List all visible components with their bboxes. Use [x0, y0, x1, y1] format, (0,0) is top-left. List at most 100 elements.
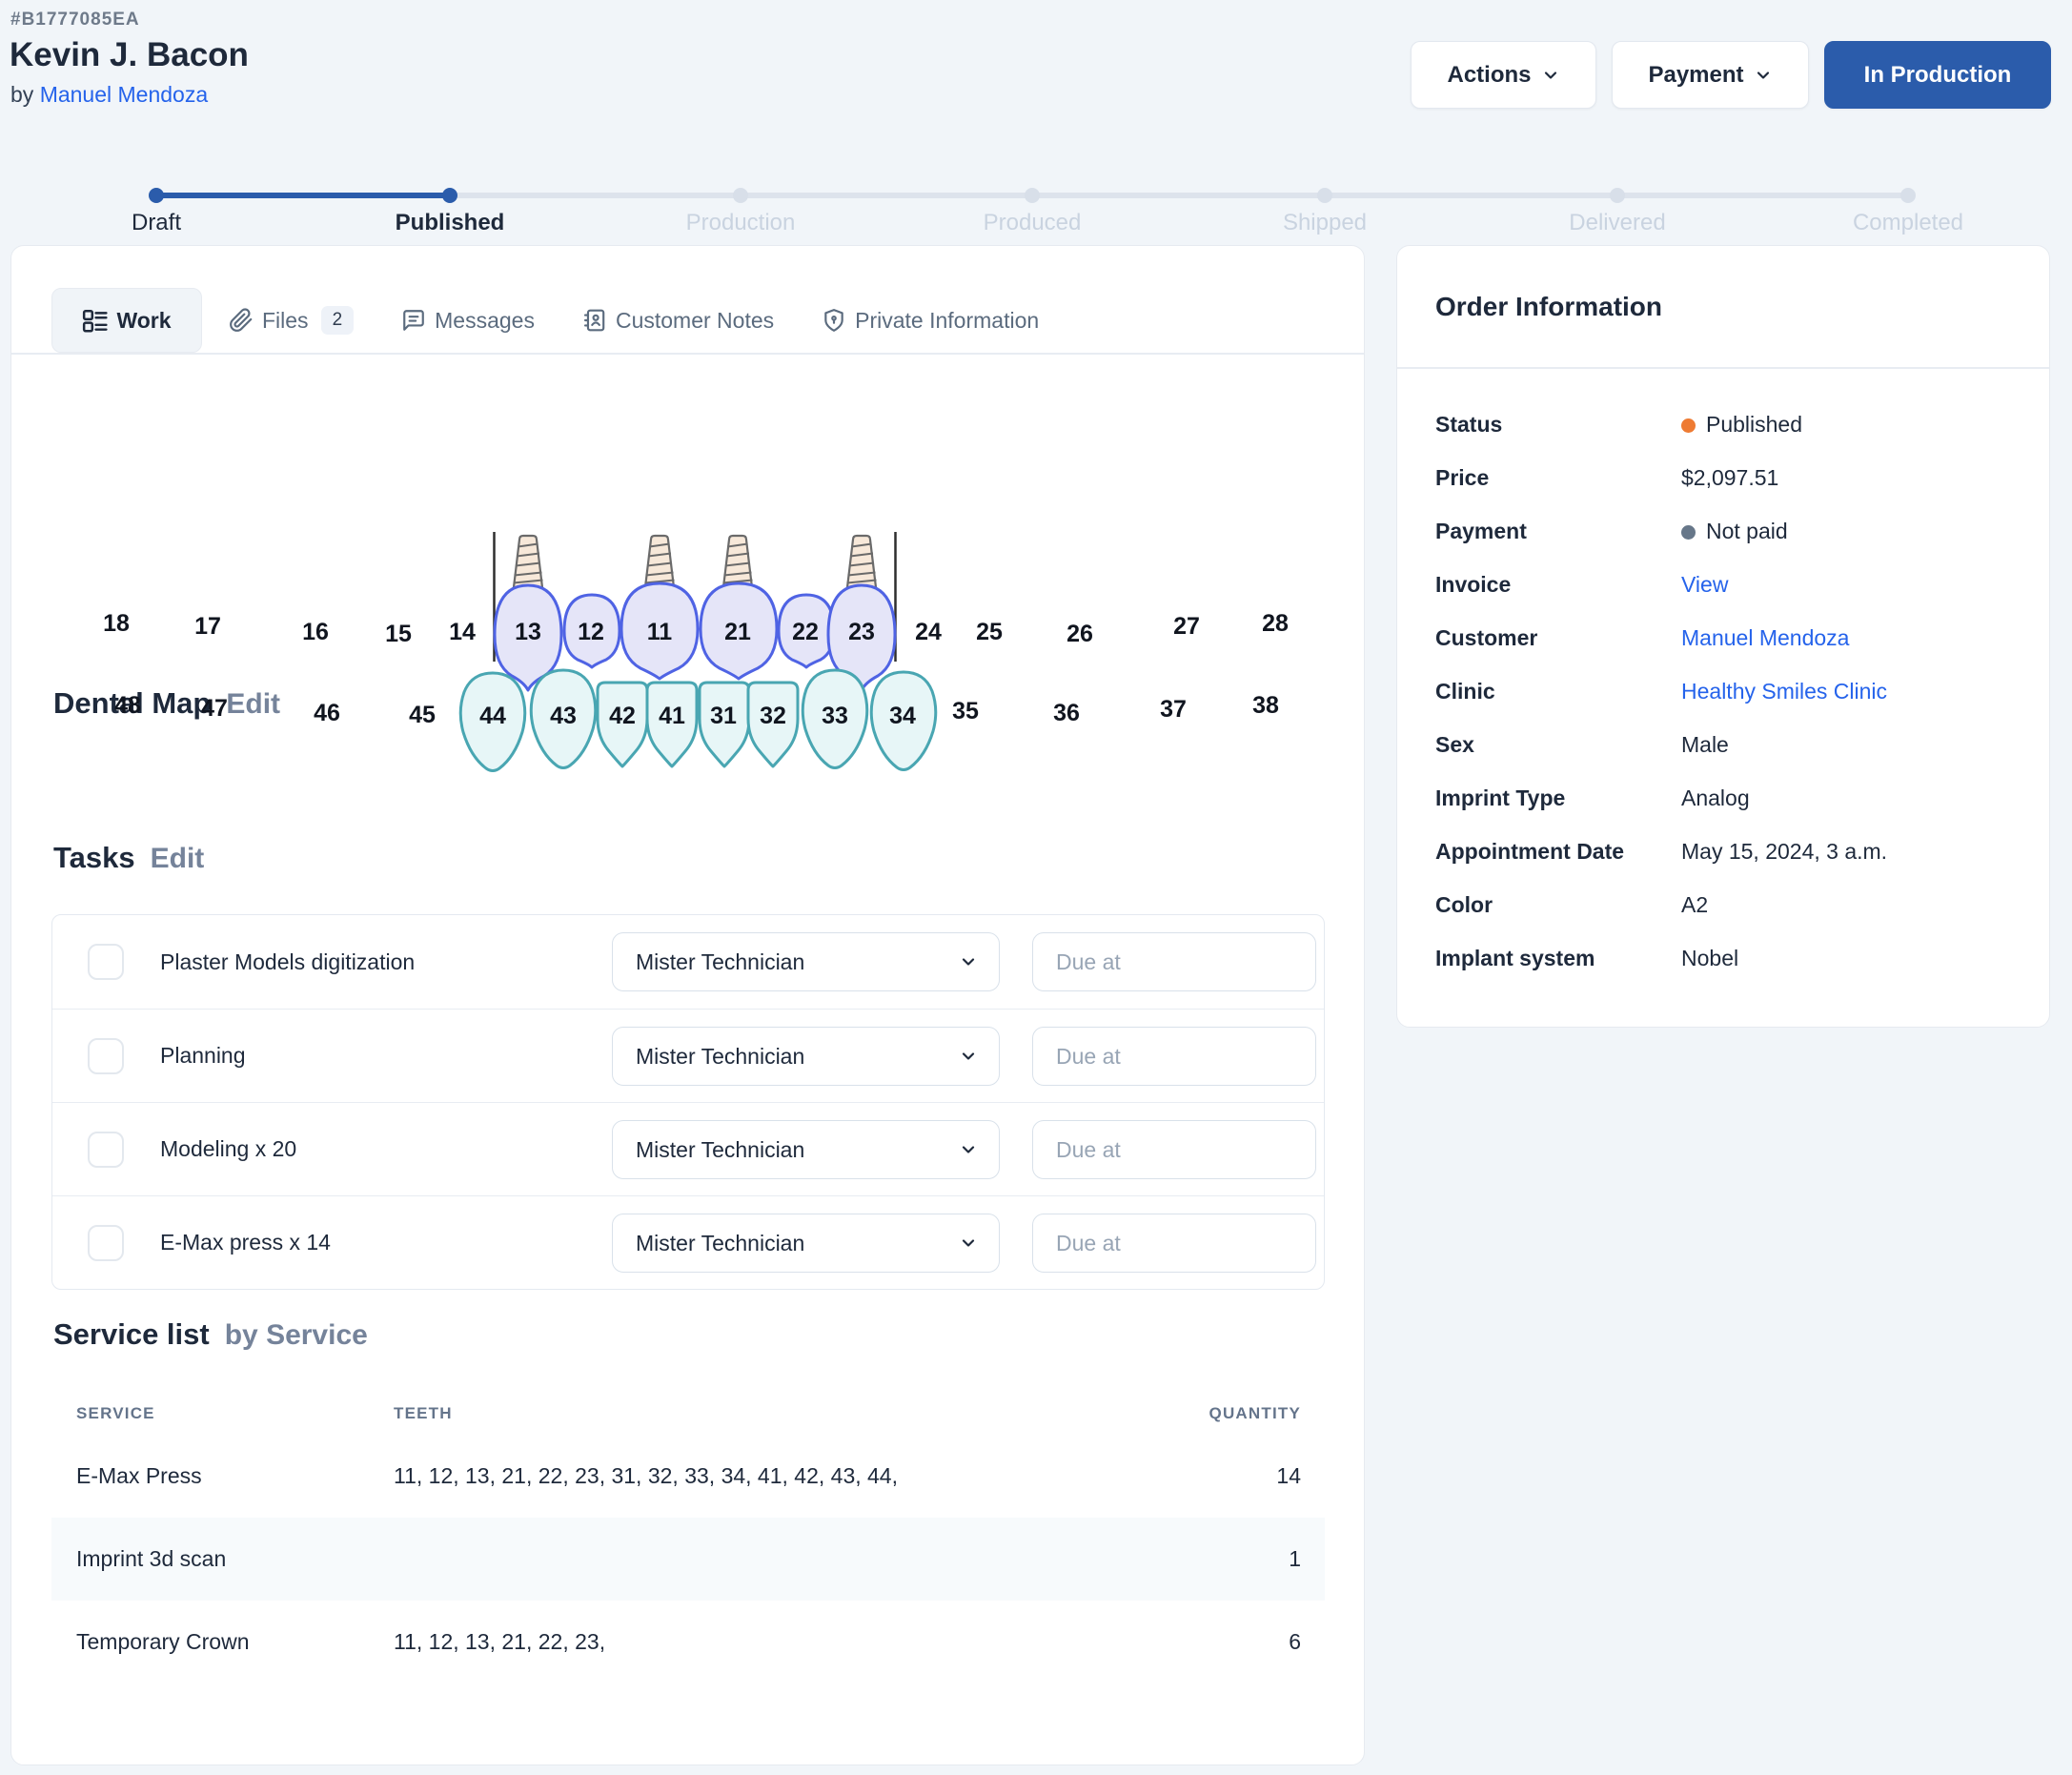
svg-text:22: 22 [792, 619, 819, 645]
info-label: Status [1435, 412, 1503, 437]
tab-customer-notes[interactable]: Customer Notes [582, 308, 774, 334]
assignee-select[interactable]: Mister Technician [612, 932, 1000, 991]
info-label: Color [1435, 892, 1493, 917]
step-dot-production [733, 188, 748, 203]
svg-text:27: 27 [1173, 613, 1200, 640]
service-list-header: Service list by Service [53, 1317, 368, 1352]
assignee-select[interactable]: Mister Technician [612, 1027, 1000, 1086]
chevron-down-icon [1757, 71, 1769, 79]
teeth-cell: 11, 12, 13, 21, 22, 23, [394, 1629, 606, 1654]
chevron-down-icon [962, 958, 975, 966]
tab-work-label: Work [116, 307, 172, 333]
message-icon [401, 308, 426, 333]
table-row: Temporary Crown 11, 12, 13, 21, 22, 23, … [51, 1601, 1325, 1683]
chevron-down-icon [962, 1239, 975, 1247]
due-at-input[interactable] [1032, 1120, 1316, 1179]
svg-text:44: 44 [479, 703, 506, 729]
quantity-cell: 6 [1289, 1629, 1301, 1654]
step-dot-draft [149, 188, 164, 203]
dental-map-title: Dental Map [53, 686, 212, 720]
tasks-edit-link[interactable]: Edit [150, 843, 205, 874]
page-title: Kevin J. Bacon [10, 36, 249, 73]
svg-text:36: 36 [1053, 700, 1080, 726]
dental-map-edit-link[interactable]: Edit [226, 688, 281, 720]
tasks-header: Tasks Edit [53, 841, 204, 875]
svg-text:32: 32 [760, 703, 786, 729]
invoice-view-link[interactable]: View [1681, 572, 1729, 597]
step-label-published: Published [395, 210, 505, 235]
tab-private-information[interactable]: Private Information [822, 308, 1039, 334]
task-label: Modeling x 20 [160, 1136, 297, 1161]
svg-text:35: 35 [952, 698, 979, 724]
payment-button[interactable]: Payment [1612, 41, 1809, 109]
tasks-list: Plaster Models digitization Mister Techn… [51, 914, 1325, 1290]
stepper-progress [156, 193, 450, 198]
svg-text:28: 28 [1262, 610, 1289, 637]
actions-button[interactable]: Actions [1411, 41, 1596, 109]
customer-link[interactable]: Manuel Mendoza [39, 82, 209, 107]
in-production-button[interactable]: In Production [1824, 41, 2051, 109]
svg-text:48: 48 [114, 692, 141, 719]
table-row: Imprint 3d scan 1 [51, 1518, 1325, 1601]
upper-bridge-crowns[interactable] [493, 581, 897, 692]
assignee-select-value: Mister Technician [636, 1043, 805, 1069]
task-row: Plaster Models digitization Mister Techn… [52, 915, 1324, 1009]
step-dot-shipped [1317, 188, 1332, 203]
due-at-input[interactable] [1032, 932, 1316, 991]
step-dot-delivered [1610, 188, 1625, 203]
svg-text:25: 25 [976, 619, 1003, 645]
task-row: Planning Mister Technician [52, 1009, 1324, 1102]
lower-teeth[interactable] [458, 668, 938, 772]
payment-button-label: Payment [1648, 61, 1744, 88]
order-information-divider [1397, 367, 2049, 369]
clinic-link[interactable]: Healthy Smiles Clinic [1681, 679, 1888, 704]
col-quantity: Quantity [1209, 1404, 1301, 1422]
task-checkbox[interactable] [88, 944, 124, 980]
tab-private-information-label: Private Information [855, 307, 1040, 333]
notebook-icon [582, 308, 607, 333]
info-label: Payment [1435, 519, 1527, 543]
due-at-input[interactable] [1032, 1214, 1316, 1273]
actions-button-label: Actions [1447, 61, 1532, 88]
assignee-select[interactable]: Mister Technician [612, 1214, 1000, 1273]
sex-value: Male [1681, 732, 1729, 757]
tab-files[interactable]: Files 2 [229, 306, 355, 335]
due-at-input[interactable] [1032, 1027, 1316, 1086]
task-checkbox[interactable] [88, 1131, 124, 1168]
assignee-select-value: Mister Technician [636, 1230, 805, 1255]
status-badge: Published [1681, 410, 2013, 439]
task-checkbox[interactable] [88, 1224, 124, 1261]
svg-text:41: 41 [659, 703, 685, 729]
step-label-shipped: Shipped [1282, 210, 1368, 235]
task-row: E-Max press x 14 Mister Technician [52, 1195, 1324, 1289]
step-label-delivered: Delivered [1569, 210, 1666, 235]
svg-text:42: 42 [609, 703, 636, 729]
task-label: E-Max press x 14 [160, 1230, 331, 1255]
chevron-down-icon [962, 1146, 975, 1153]
col-teeth: Teeth [394, 1404, 453, 1422]
svg-text:13: 13 [515, 619, 541, 645]
task-checkbox[interactable] [88, 1037, 124, 1074]
byline: by Manuel Mendoza [10, 82, 208, 108]
dental-map-diagram[interactable]: 18 17 16 15 14 13 12 11 21 22 23 24 25 2… [77, 520, 1316, 811]
tab-messages[interactable]: Messages [401, 308, 535, 334]
assignee-select[interactable]: Mister Technician [612, 1120, 1000, 1179]
order-id: #B1777085EA [10, 10, 140, 30]
svg-text:47: 47 [201, 695, 228, 722]
svg-text:31: 31 [710, 703, 737, 729]
files-count-badge: 2 [320, 306, 355, 335]
customer-link[interactable]: Manuel Mendoza [1681, 625, 1850, 650]
service-table: Service Teeth Quantity E-Max Press 11, 1… [51, 1393, 1325, 1683]
payment-status: Not paid [1681, 517, 2013, 545]
step-label-produced: Produced [983, 210, 1082, 235]
tab-work[interactable]: Work [51, 288, 202, 353]
payment-dot [1681, 525, 1696, 540]
tooth-numbers: 18 17 16 15 14 13 12 11 21 22 23 24 25 2… [103, 610, 1289, 729]
info-label: Imprint Type [1435, 785, 1566, 810]
task-label: Planning [160, 1043, 246, 1068]
svg-text:11: 11 [647, 619, 673, 645]
implant-icon [512, 534, 878, 589]
service-cell: Temporary Crown [76, 1629, 250, 1654]
info-label: Implant system [1435, 946, 1595, 970]
